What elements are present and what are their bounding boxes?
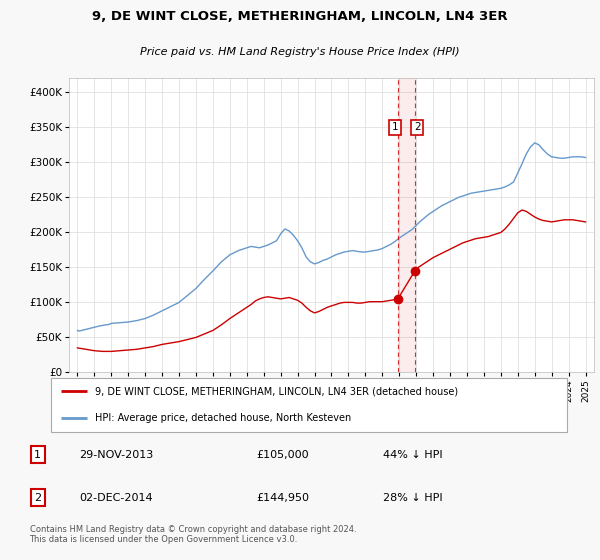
Text: 1: 1: [34, 450, 41, 460]
Text: £144,950: £144,950: [256, 493, 309, 503]
Text: 9, DE WINT CLOSE, METHERINGHAM, LINCOLN, LN4 3ER: 9, DE WINT CLOSE, METHERINGHAM, LINCOLN,…: [92, 10, 508, 22]
Bar: [398, 78, 415, 372]
Text: 29-NOV-2013: 29-NOV-2013: [79, 450, 154, 460]
Text: 9, DE WINT CLOSE, METHERINGHAM, LINCOLN, LN4 3ER (detached house): 9, DE WINT CLOSE, METHERINGHAM, LINCOLN,…: [95, 386, 458, 396]
Text: Contains HM Land Registry data © Crown copyright and database right 2024.
This d: Contains HM Land Registry data © Crown c…: [29, 525, 356, 544]
Text: 44% ↓ HPI: 44% ↓ HPI: [383, 450, 442, 460]
Text: 28% ↓ HPI: 28% ↓ HPI: [383, 493, 442, 503]
FancyBboxPatch shape: [50, 377, 567, 432]
Text: HPI: Average price, detached house, North Kesteven: HPI: Average price, detached house, Nort…: [95, 413, 351, 423]
Text: 2: 2: [34, 493, 41, 503]
Text: 1: 1: [392, 123, 398, 132]
Text: 2: 2: [414, 123, 421, 132]
Text: Price paid vs. HM Land Registry's House Price Index (HPI): Price paid vs. HM Land Registry's House …: [140, 48, 460, 58]
Text: £105,000: £105,000: [256, 450, 308, 460]
Text: 02-DEC-2014: 02-DEC-2014: [79, 493, 153, 503]
